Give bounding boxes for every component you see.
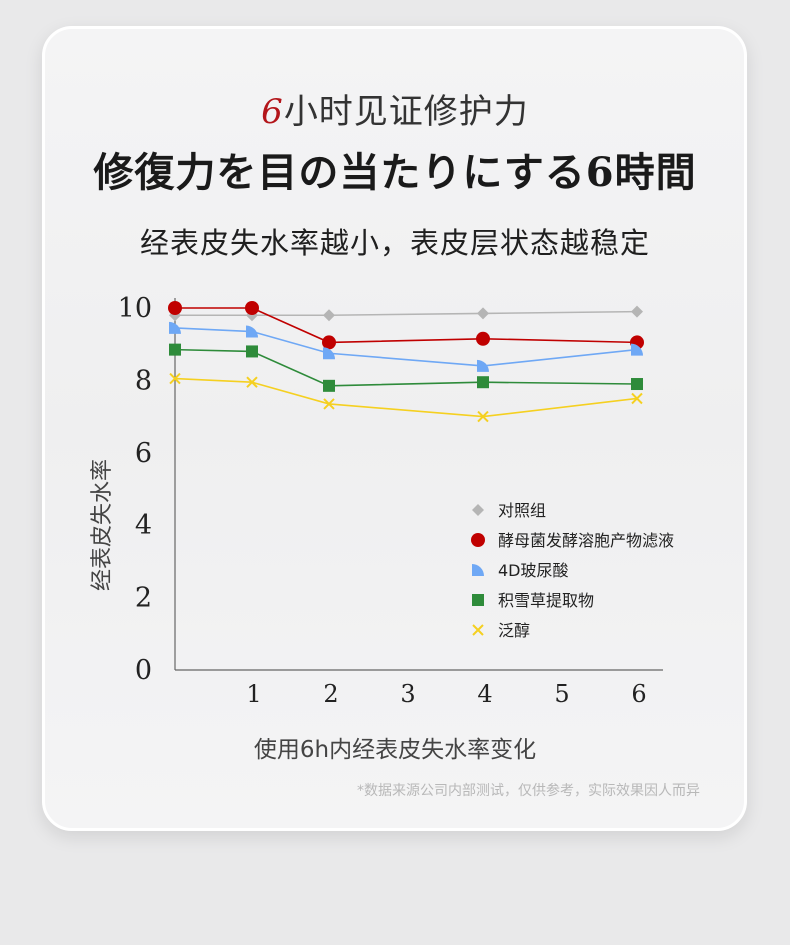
data-point (169, 343, 181, 356)
x-tick-label: 5 (554, 680, 569, 708)
data-point (477, 307, 489, 320)
data-point (323, 379, 335, 392)
headline-jp: 修復力を目の当たりにする6時間 (91, 140, 699, 198)
data-point (477, 376, 489, 389)
data-point (631, 392, 643, 405)
y-tick-label: 6 (135, 438, 152, 469)
data-point (477, 410, 489, 423)
data-point (246, 325, 258, 338)
data-point (246, 345, 258, 358)
legend-marker (471, 533, 485, 547)
data-point (246, 376, 258, 388)
y-tick-label: 2 (135, 583, 152, 614)
x-tick-label: 3 (400, 680, 415, 708)
series-line-4 (174, 348, 638, 387)
y-tick-label: 8 (135, 365, 152, 396)
series-line-3 (174, 327, 638, 367)
data-point (323, 398, 335, 410)
headline-jp-text: 修復力を目の当たりにする6時間 (93, 149, 697, 196)
data-point (477, 359, 489, 372)
y-tick-label: 4 (135, 510, 152, 541)
headline-jp-wrap: 修復力を目の当たりにする6時間 (0, 140, 790, 198)
x-tick-label: 2 (323, 680, 338, 708)
data-point (168, 301, 182, 315)
subtitle: 经表皮失水率越小，表皮层状态越稳定 (139, 226, 650, 260)
x-tick-label: 1 (246, 680, 261, 708)
series-line-1 (175, 310, 638, 317)
headline-cn-number: 6 (261, 92, 284, 132)
legend-entry: 对照组 (498, 501, 546, 520)
data-point (323, 309, 335, 322)
headline-cn-text: 小时见证修护力 (283, 92, 529, 132)
data-point (631, 378, 643, 391)
legend-entry: 泛醇 (498, 621, 530, 640)
data-point (322, 335, 336, 350)
legend-marker (472, 504, 484, 516)
x-tick-label: 4 (477, 680, 492, 708)
data-point (631, 343, 643, 356)
data-point (169, 372, 181, 385)
data-point (476, 331, 490, 346)
headline-cn: 6小时见证修护力 (0, 84, 790, 133)
data-point (245, 301, 259, 315)
data-point (169, 321, 181, 334)
footnote: *数据来源公司内部测试，仅供参考，实际效果因人而异 (357, 783, 700, 799)
legend-entry: 4D玻尿酸 (498, 561, 569, 580)
legend-entry: 酵母菌发酵溶胞产物滤液 (498, 531, 674, 550)
y-tick-label: 0 (135, 655, 152, 686)
y-axis-label: 经表皮失水率 (90, 459, 115, 592)
legend-marker (472, 594, 484, 606)
data-point (323, 347, 335, 360)
legend-marker (472, 624, 484, 636)
x-tick-label: 6 (631, 680, 646, 708)
legend-marker (472, 564, 484, 576)
x-axis-label: 使用6h内经表皮失水率变化 (253, 737, 537, 763)
data-point (631, 305, 643, 318)
y-tick-label: 10 (118, 293, 152, 324)
content-card (42, 26, 747, 831)
legend-entry: 积雪草提取物 (498, 591, 594, 610)
